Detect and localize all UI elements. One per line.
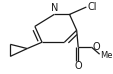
Text: O: O xyxy=(74,61,81,71)
Text: Cl: Cl xyxy=(86,2,96,12)
Text: N: N xyxy=(50,3,57,13)
Text: O: O xyxy=(92,42,99,52)
Text: Me: Me xyxy=(100,51,112,60)
